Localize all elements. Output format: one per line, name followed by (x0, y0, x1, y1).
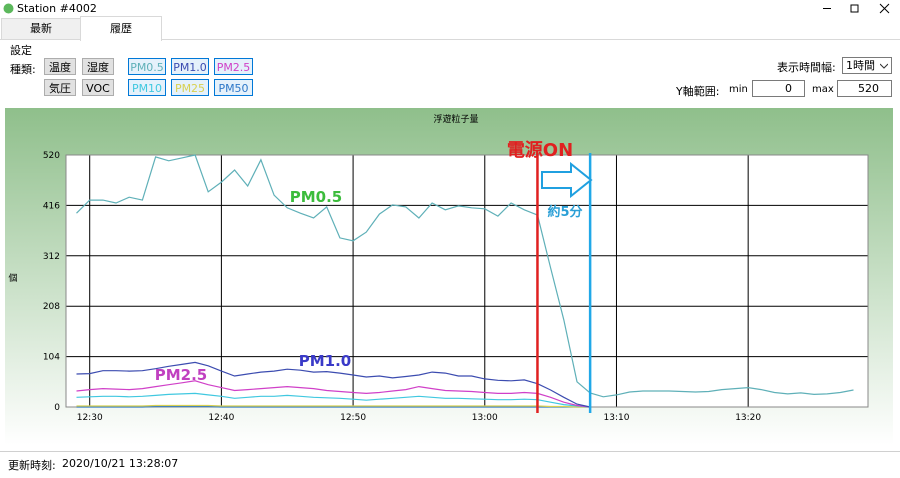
x-tick-label: 12:40 (208, 413, 234, 423)
chart-title: 浮遊粒子量 (433, 113, 478, 125)
y-tick-label: 208 (43, 302, 60, 312)
button[interactable]: 湿度 (82, 58, 114, 75)
series-line (76, 380, 591, 408)
series-line (76, 405, 591, 408)
kind-label: 種類: (10, 63, 36, 76)
series-button[interactable]: PM25 (171, 79, 209, 96)
max-value: 520 (858, 82, 879, 95)
y-tick-label: 312 (43, 252, 60, 262)
span-value: 1時間 (846, 59, 875, 72)
y-axis-label: 個 (8, 272, 17, 284)
group-label: 設定 (10, 44, 32, 57)
annotation: PM2.5 (155, 366, 208, 384)
arrow (541, 161, 593, 199)
button[interactable]: 温度 (44, 58, 76, 75)
window-controls[interactable] (800, 0, 900, 17)
y-tick-label: 104 (43, 353, 60, 363)
dropdown-arrow (880, 63, 888, 69)
annotation: 約5分 (547, 204, 582, 220)
y-tick-label: 416 (43, 201, 60, 211)
x-tick-label: 13:00 (472, 413, 498, 423)
button[interactable]: 気圧 (44, 79, 76, 96)
span-select[interactable]: 1時間 (842, 57, 892, 74)
x-tick-label: 12:30 (77, 413, 103, 423)
plot-area (66, 155, 868, 407)
x-tick-label: 12:50 (340, 413, 366, 423)
series-line (76, 392, 591, 408)
min-label: min (729, 84, 748, 95)
series-button[interactable]: PM2.5 (214, 58, 253, 75)
tab[interactable]: 最新 (1, 18, 81, 40)
tab-active[interactable]: 履歴 (80, 16, 162, 41)
annotation: PM1.0 (299, 352, 352, 370)
span-label: 表示時間幅: (777, 61, 836, 74)
yrange-label: Y軸範囲: (676, 85, 720, 98)
footer-label: 更新時刻: (8, 459, 56, 472)
series-line (76, 404, 591, 408)
max-label: max (812, 84, 834, 95)
y-tick-label: 520 (43, 151, 60, 161)
series-line (76, 361, 591, 408)
min-input[interactable]: 0 (752, 80, 805, 97)
min-value: 0 (785, 82, 792, 95)
x-tick-label: 13:10 (604, 413, 630, 423)
series-button[interactable]: PM50 (214, 79, 253, 96)
series-button[interactable]: PM10 (128, 79, 166, 96)
series-line (76, 154, 854, 398)
button[interactable]: VOC (82, 79, 114, 96)
series-button[interactable]: PM1.0 (171, 58, 209, 75)
series-button[interactable]: PM0.5 (128, 58, 166, 75)
x-tick-label: 13:20 (735, 413, 761, 423)
annotation: 電源ON (507, 139, 573, 161)
footer-value: 2020/10/21 13:28:07 (62, 457, 179, 470)
y-tick-label: 0 (54, 403, 60, 413)
chart: 浮遊粒子量 個 0 104 208 312 416 520 12:30 12:40 12:50 1… (5, 108, 893, 445)
annotation: PM0.5 (290, 188, 343, 206)
app-icon (3, 3, 14, 14)
max-input[interactable]: 520 (837, 80, 892, 97)
window-title: Station #4002 (17, 2, 97, 15)
